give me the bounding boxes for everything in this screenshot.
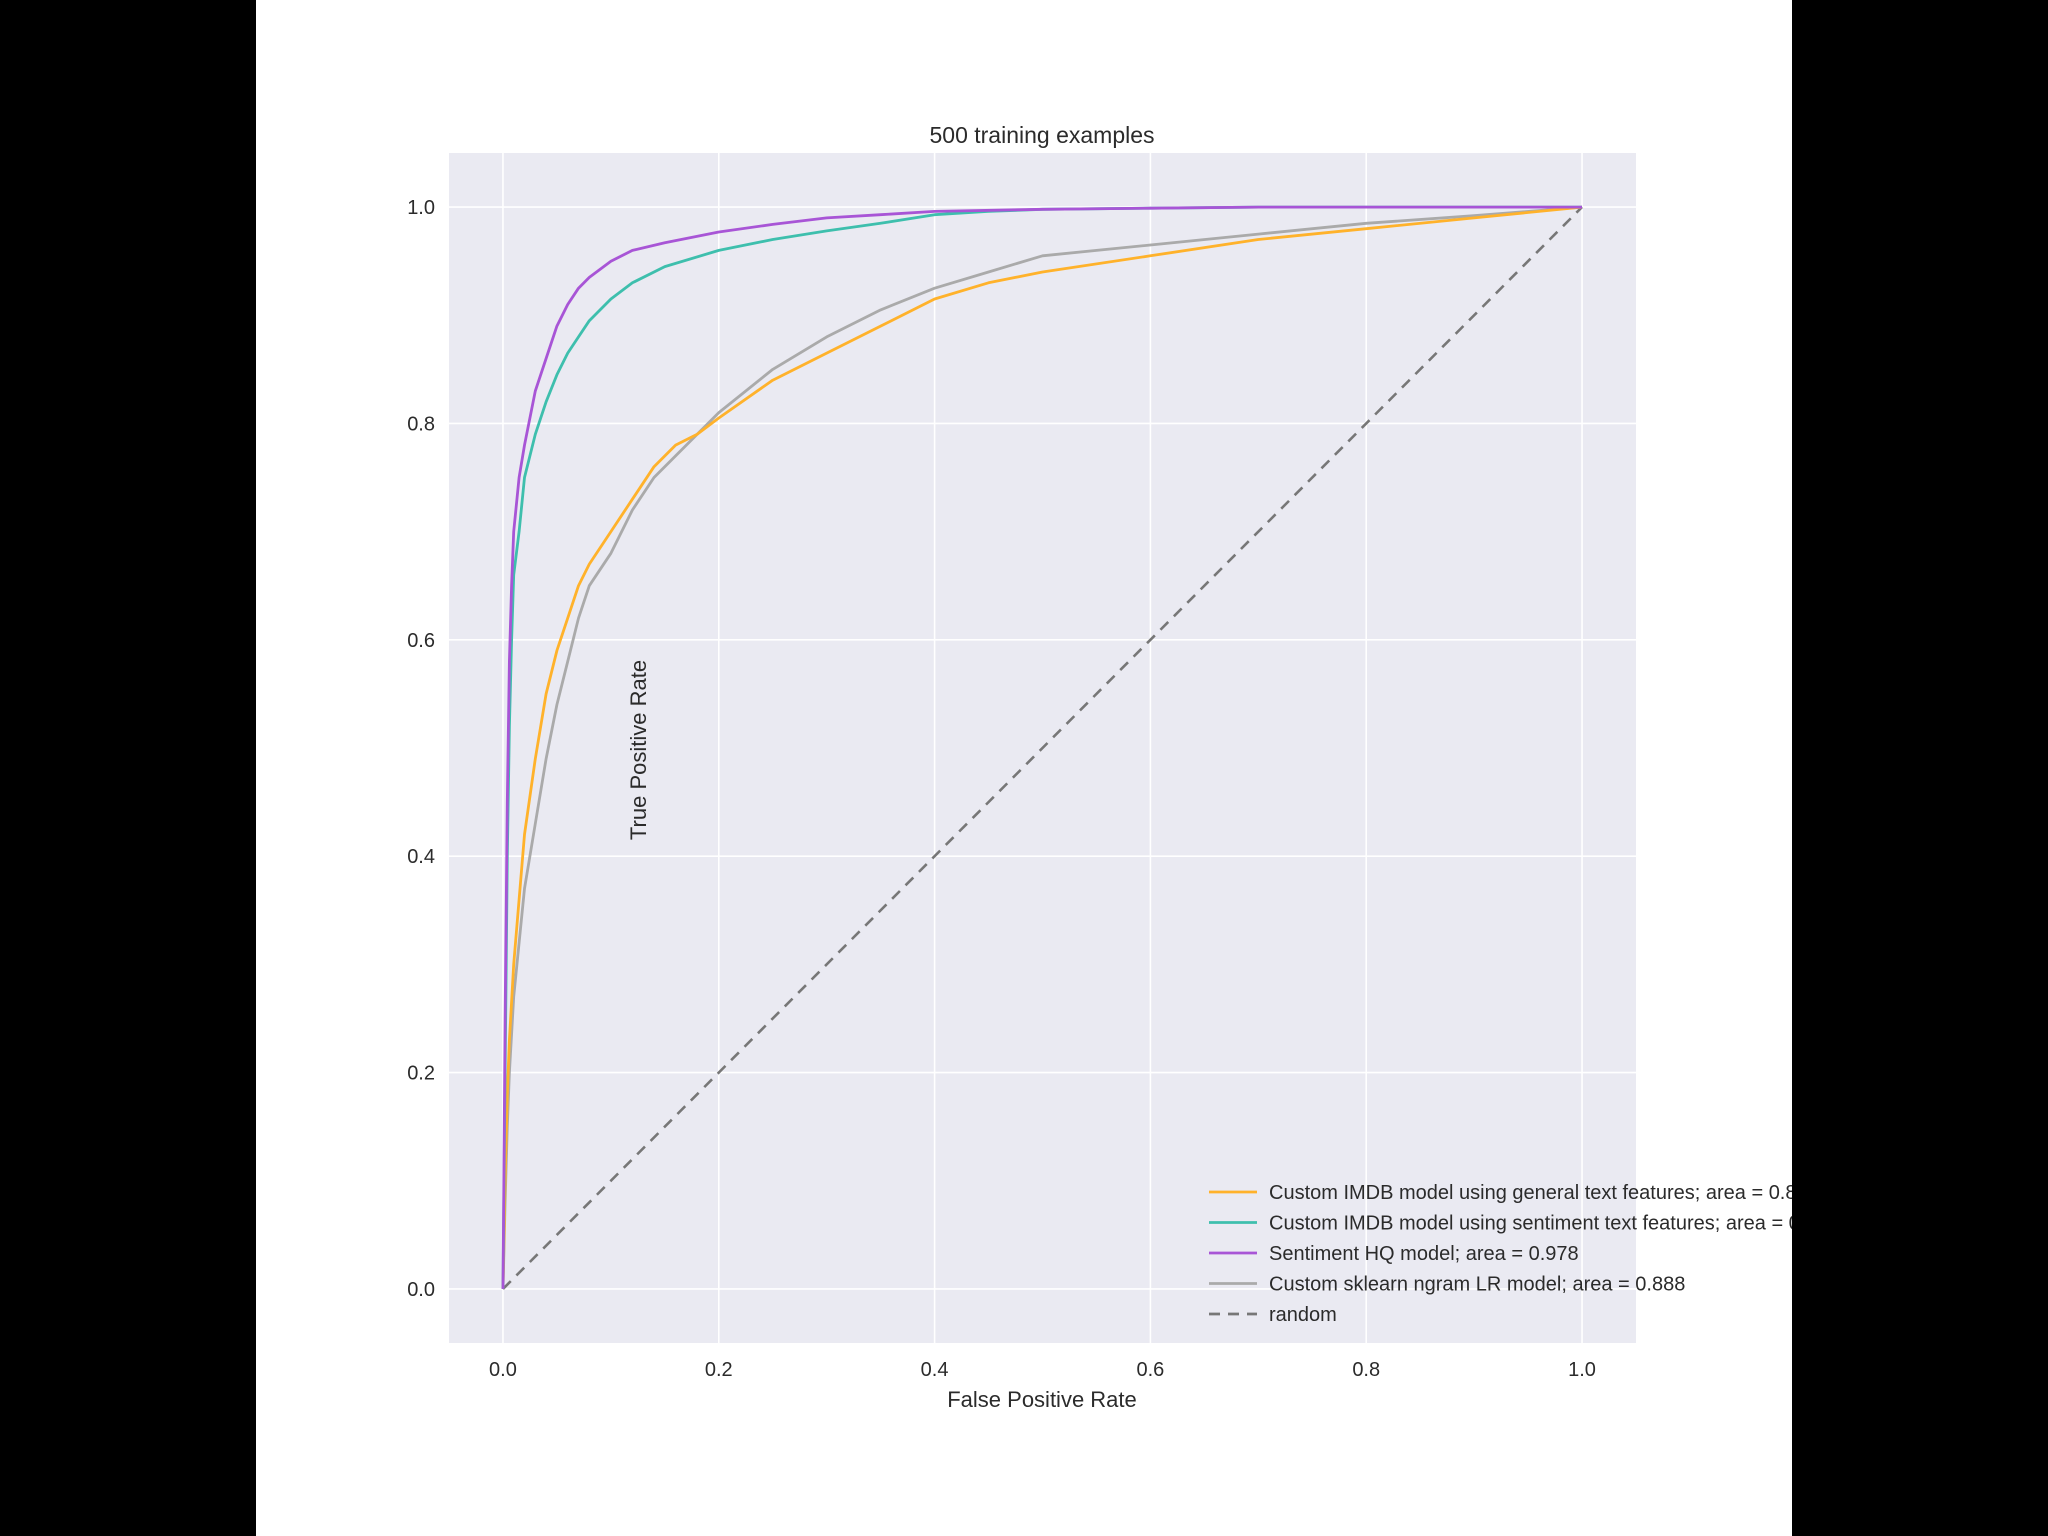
y-tick-labels: 0.0 0.2 0.4 0.6 0.8 1.0 [407,197,435,1301]
x-axis-label: False Positive Rate [947,1387,1137,1412]
x-tick-label: 1.0 [1568,1359,1596,1381]
grid [449,153,1636,1343]
chart-figure: 0.0 0.2 0.4 0.6 0.8 1.0 0.0 0.2 0.4 0.6 0.8 1.0 50… [256,0,1792,1536]
y-tick-label: 0.2 [407,1063,435,1085]
series-line [501,205,1582,1289]
x-tick-label: 0.2 [705,1359,733,1381]
x-tick-label: 0.6 [1137,1359,1165,1381]
random-baseline-line [502,206,1583,1290]
y-tick-label: 0.8 [407,413,435,435]
letterbox-right [1792,0,2048,1536]
legend-entry-label: Sentiment HQ model; area = 0.978 [1269,1243,1579,1265]
legend: Custom IMDB model using general text fea… [1209,1182,1792,1326]
y-axis-label: True Positive Rate [626,660,651,840]
y-tick-label: 0.4 [407,846,435,868]
x-tick-labels: 0.0 0.2 0.4 0.6 0.8 1.0 [489,1359,1596,1381]
y-tick-label: 0.6 [407,630,435,652]
chart-title: 500 training examples [929,122,1154,148]
legend-entry-label: Custom IMDB model using sentiment text f… [1269,1213,1792,1235]
x-tick-label: 0.0 [489,1359,517,1381]
series-line [501,205,1583,1289]
x-tick-label: 0.4 [921,1359,949,1381]
x-tick-label: 0.8 [1352,1359,1380,1381]
roc-chart: 0.0 0.2 0.4 0.6 0.8 1.0 0.0 0.2 0.4 0.6 0.8 1.0 50… [407,122,1792,1412]
letterbox-left [0,0,256,1536]
y-tick-label: 0.0 [407,1279,435,1301]
series-line [501,205,1583,1289]
y-tick-label: 1.0 [407,197,435,219]
legend-entry-label: Custom sklearn ngram LR model; area = 0.… [1269,1274,1685,1296]
series-layer [501,205,1583,1290]
legend-entry-label: random [1269,1304,1337,1326]
legend-entry-label: Custom IMDB model using general text fea… [1269,1182,1792,1204]
